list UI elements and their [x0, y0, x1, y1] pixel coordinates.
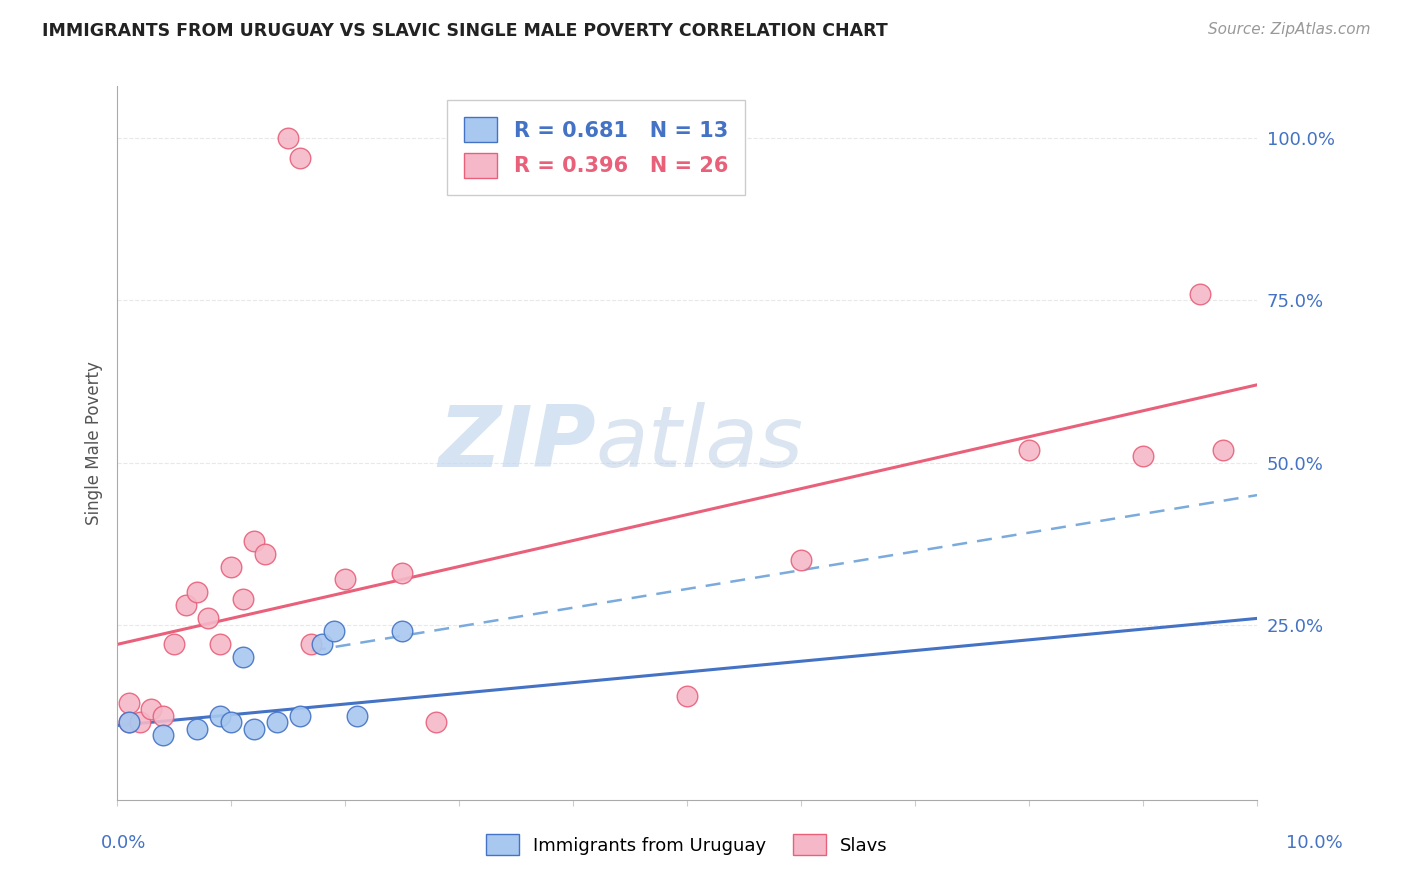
Text: 0.0%: 0.0% — [101, 834, 146, 852]
Point — [425, 715, 447, 730]
Point — [174, 599, 197, 613]
Point — [208, 637, 231, 651]
Point — [129, 715, 152, 730]
Point — [299, 637, 322, 651]
Point — [186, 585, 208, 599]
Point — [219, 715, 242, 730]
Text: IMMIGRANTS FROM URUGUAY VS SLAVIC SINGLE MALE POVERTY CORRELATION CHART: IMMIGRANTS FROM URUGUAY VS SLAVIC SINGLE… — [42, 22, 889, 40]
Point — [254, 547, 277, 561]
Point — [152, 728, 174, 742]
Point — [219, 559, 242, 574]
Point — [288, 708, 311, 723]
Point — [163, 637, 186, 651]
Point — [1018, 442, 1040, 457]
Legend: R = 0.681   N = 13, R = 0.396   N = 26: R = 0.681 N = 13, R = 0.396 N = 26 — [447, 100, 745, 195]
Text: Source: ZipAtlas.com: Source: ZipAtlas.com — [1208, 22, 1371, 37]
Point — [152, 708, 174, 723]
Point — [790, 553, 813, 567]
Point — [346, 708, 368, 723]
Point — [676, 690, 699, 704]
Y-axis label: Single Male Poverty: Single Male Poverty — [86, 361, 103, 525]
Point — [243, 722, 266, 736]
Point — [1212, 442, 1234, 457]
Point — [141, 702, 163, 716]
Point — [266, 715, 288, 730]
Point — [232, 650, 254, 665]
Point — [311, 637, 333, 651]
Text: 10.0%: 10.0% — [1286, 834, 1343, 852]
Text: ZIP: ZIP — [439, 401, 596, 484]
Point — [333, 573, 356, 587]
Point — [322, 624, 344, 639]
Point — [208, 708, 231, 723]
Point — [186, 722, 208, 736]
Point — [117, 715, 139, 730]
Point — [391, 624, 413, 639]
Point — [1132, 449, 1154, 463]
Point — [117, 696, 139, 710]
Point — [232, 591, 254, 606]
Point — [197, 611, 219, 625]
Text: atlas: atlas — [596, 401, 804, 484]
Point — [277, 131, 299, 145]
Point — [391, 566, 413, 580]
Point — [117, 715, 139, 730]
Point — [288, 151, 311, 165]
Point — [1189, 287, 1212, 301]
Point — [243, 533, 266, 548]
